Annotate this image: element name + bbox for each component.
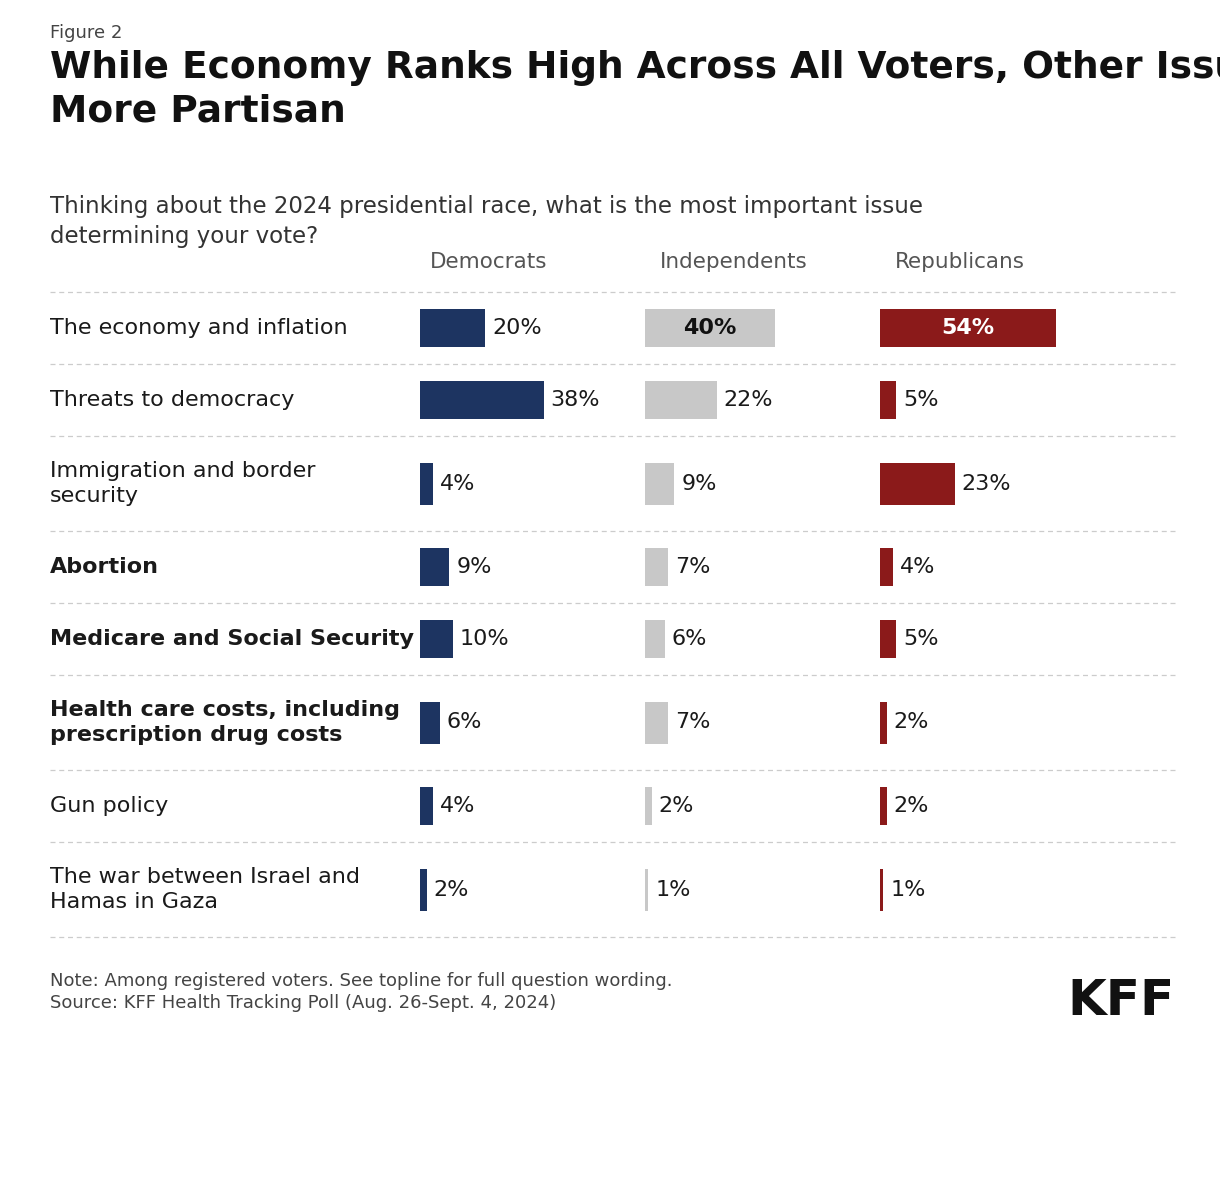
Text: 7%: 7% bbox=[675, 557, 710, 577]
Bar bbox=[645, 702, 667, 744]
Bar bbox=[880, 548, 893, 586]
Text: Medicare and Social Security: Medicare and Social Security bbox=[50, 629, 414, 648]
Text: Gun policy: Gun policy bbox=[50, 796, 168, 817]
Text: The economy and inflation: The economy and inflation bbox=[50, 318, 348, 339]
Text: 5%: 5% bbox=[903, 390, 938, 410]
Bar bbox=[880, 462, 955, 504]
Bar bbox=[645, 869, 648, 911]
Text: Independents: Independents bbox=[660, 252, 808, 272]
Text: 6%: 6% bbox=[447, 713, 482, 733]
Text: Immigration and border
security: Immigration and border security bbox=[50, 461, 316, 505]
Text: 4%: 4% bbox=[900, 557, 936, 577]
Bar bbox=[880, 309, 1055, 347]
Bar bbox=[420, 462, 433, 504]
Text: 38%: 38% bbox=[550, 390, 600, 410]
Text: 7%: 7% bbox=[675, 713, 710, 733]
Bar bbox=[880, 381, 897, 420]
Text: 4%: 4% bbox=[440, 796, 476, 817]
Text: Source: KFF Health Tracking Poll (Aug. 26-Sept. 4, 2024): Source: KFF Health Tracking Poll (Aug. 2… bbox=[50, 994, 556, 1012]
Text: Threats to democracy: Threats to democracy bbox=[50, 390, 294, 410]
Bar bbox=[645, 462, 675, 504]
Text: 1%: 1% bbox=[891, 880, 926, 900]
Bar bbox=[420, 381, 543, 420]
Text: 2%: 2% bbox=[433, 880, 468, 900]
Text: 2%: 2% bbox=[893, 796, 928, 817]
Text: 2%: 2% bbox=[893, 713, 928, 733]
Bar bbox=[420, 309, 486, 347]
Bar bbox=[645, 548, 667, 586]
Bar bbox=[645, 381, 716, 420]
Text: 4%: 4% bbox=[440, 473, 476, 493]
Bar bbox=[645, 309, 775, 347]
Bar bbox=[880, 620, 897, 658]
Text: 2%: 2% bbox=[659, 796, 694, 817]
Bar bbox=[880, 869, 883, 911]
Text: Abortion: Abortion bbox=[50, 557, 159, 577]
Text: Health care costs, including
prescription drug costs: Health care costs, including prescriptio… bbox=[50, 700, 400, 745]
Text: 9%: 9% bbox=[681, 473, 716, 493]
Text: Note: Among registered voters. See topline for full question wording.: Note: Among registered voters. See topli… bbox=[50, 971, 672, 991]
Text: 23%: 23% bbox=[961, 473, 1011, 493]
Bar bbox=[880, 702, 887, 744]
Text: 20%: 20% bbox=[492, 318, 542, 339]
Text: Figure 2: Figure 2 bbox=[50, 24, 122, 42]
Text: 5%: 5% bbox=[903, 629, 938, 648]
Text: 1%: 1% bbox=[655, 880, 691, 900]
Text: Democrats: Democrats bbox=[429, 252, 548, 272]
Text: The war between Israel and
Hamas in Gaza: The war between Israel and Hamas in Gaza bbox=[50, 867, 360, 912]
Text: 10%: 10% bbox=[460, 629, 509, 648]
Bar bbox=[645, 787, 651, 825]
Bar bbox=[420, 548, 449, 586]
Text: While Economy Ranks High Across All Voters, Other Issues Are
More Partisan: While Economy Ranks High Across All Vote… bbox=[50, 50, 1220, 129]
Text: Republicans: Republicans bbox=[895, 252, 1025, 272]
Bar bbox=[420, 702, 439, 744]
Bar bbox=[420, 869, 427, 911]
Text: 22%: 22% bbox=[723, 390, 773, 410]
Bar bbox=[420, 787, 433, 825]
Bar bbox=[420, 620, 453, 658]
Text: KFF: KFF bbox=[1068, 977, 1175, 1025]
Text: 54%: 54% bbox=[941, 318, 994, 339]
Text: 6%: 6% bbox=[671, 629, 706, 648]
Bar bbox=[645, 620, 665, 658]
Text: Thinking about the 2024 presidential race, what is the most important issue
dete: Thinking about the 2024 presidential rac… bbox=[50, 195, 924, 248]
Text: 40%: 40% bbox=[683, 318, 737, 339]
Text: 9%: 9% bbox=[456, 557, 492, 577]
Bar bbox=[880, 787, 887, 825]
